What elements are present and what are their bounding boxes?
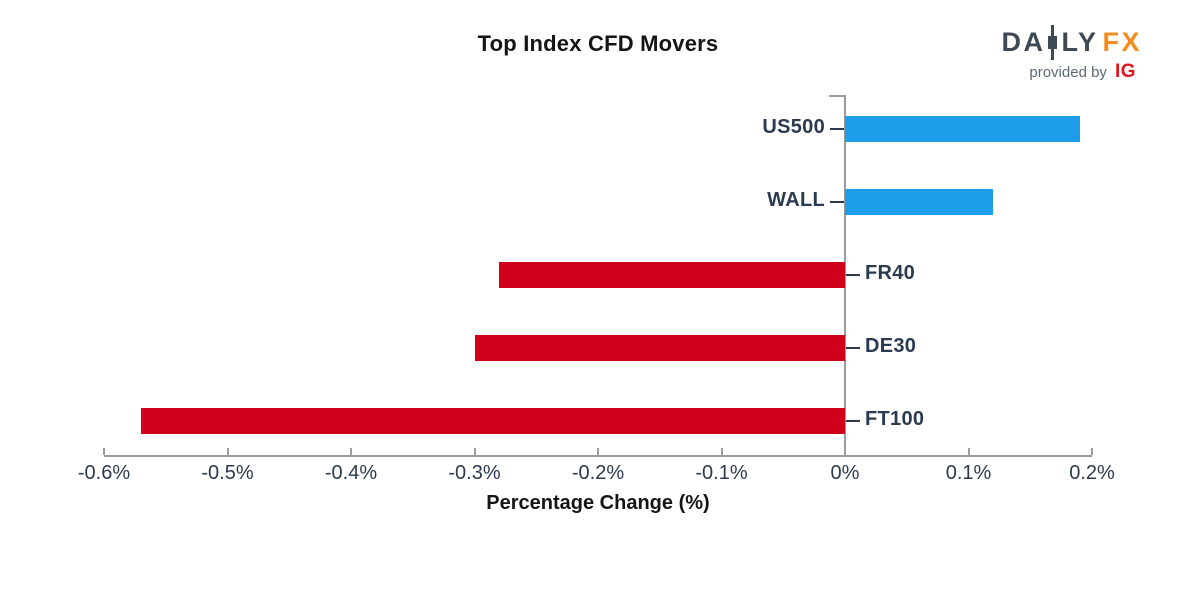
x-tick-label: -0.1% <box>695 462 748 484</box>
x-tick <box>226 448 229 455</box>
bar-ft100 <box>141 408 845 434</box>
logo-daily-text-right: LY <box>1061 26 1099 57</box>
logo-fx-text: FX <box>1102 26 1142 57</box>
category-tick <box>830 128 844 130</box>
x-tick-label: -0.6% <box>77 462 131 484</box>
zero-axis-end-cap <box>829 95 845 97</box>
x-tick <box>103 448 105 455</box>
x-axis-line <box>104 455 1092 457</box>
x-tick-label: -0.3% <box>448 462 501 484</box>
chart-title: Top Index CFD Movers <box>477 31 719 56</box>
category-label: DE30 <box>865 335 917 357</box>
category-label: US500 <box>762 116 825 138</box>
x-tick-label: 0.1% <box>945 462 992 484</box>
category-tick <box>846 347 860 349</box>
x-tick-label: 0.2% <box>1069 462 1115 484</box>
x-tick-label: -0.2% <box>571 462 625 484</box>
bar-de30 <box>474 335 845 361</box>
x-tick-label: -0.4% <box>324 462 378 484</box>
x-tick <box>844 448 846 455</box>
bar-us500 <box>845 116 1080 142</box>
x-tick <box>1091 448 1093 455</box>
category-label: FT100 <box>865 408 925 430</box>
category-tick <box>846 420 860 422</box>
x-tick <box>350 448 352 455</box>
x-tick <box>597 448 599 455</box>
dailyfx-wordmark: DA LY FX <box>1001 24 1142 60</box>
logo-ig-text: IG <box>1114 61 1136 82</box>
logo-daily-text-left: DA <box>1001 26 1046 57</box>
dailyfx-logo: DA LY FX provided by IG <box>1001 24 1142 83</box>
x-axis-title: Percentage Change (%) <box>486 492 710 514</box>
x-tick-label: 0% <box>830 462 860 484</box>
candlestick-icon <box>1047 24 1057 60</box>
x-tick <box>967 448 970 455</box>
category-tick <box>830 201 844 203</box>
x-tick <box>720 448 723 455</box>
category-label: WALL <box>767 189 825 211</box>
zero-axis-line <box>844 95 846 457</box>
category-label: FR40 <box>865 262 916 284</box>
logo-provided-by-row: provided by IG <box>1001 61 1142 83</box>
x-tick <box>473 448 476 455</box>
bar-fr40 <box>499 262 845 288</box>
category-tick <box>846 274 860 276</box>
x-tick-label: -0.5% <box>201 462 254 484</box>
logo-provided-by-text: provided by <box>1029 64 1107 81</box>
bar-wall <box>845 189 994 215</box>
